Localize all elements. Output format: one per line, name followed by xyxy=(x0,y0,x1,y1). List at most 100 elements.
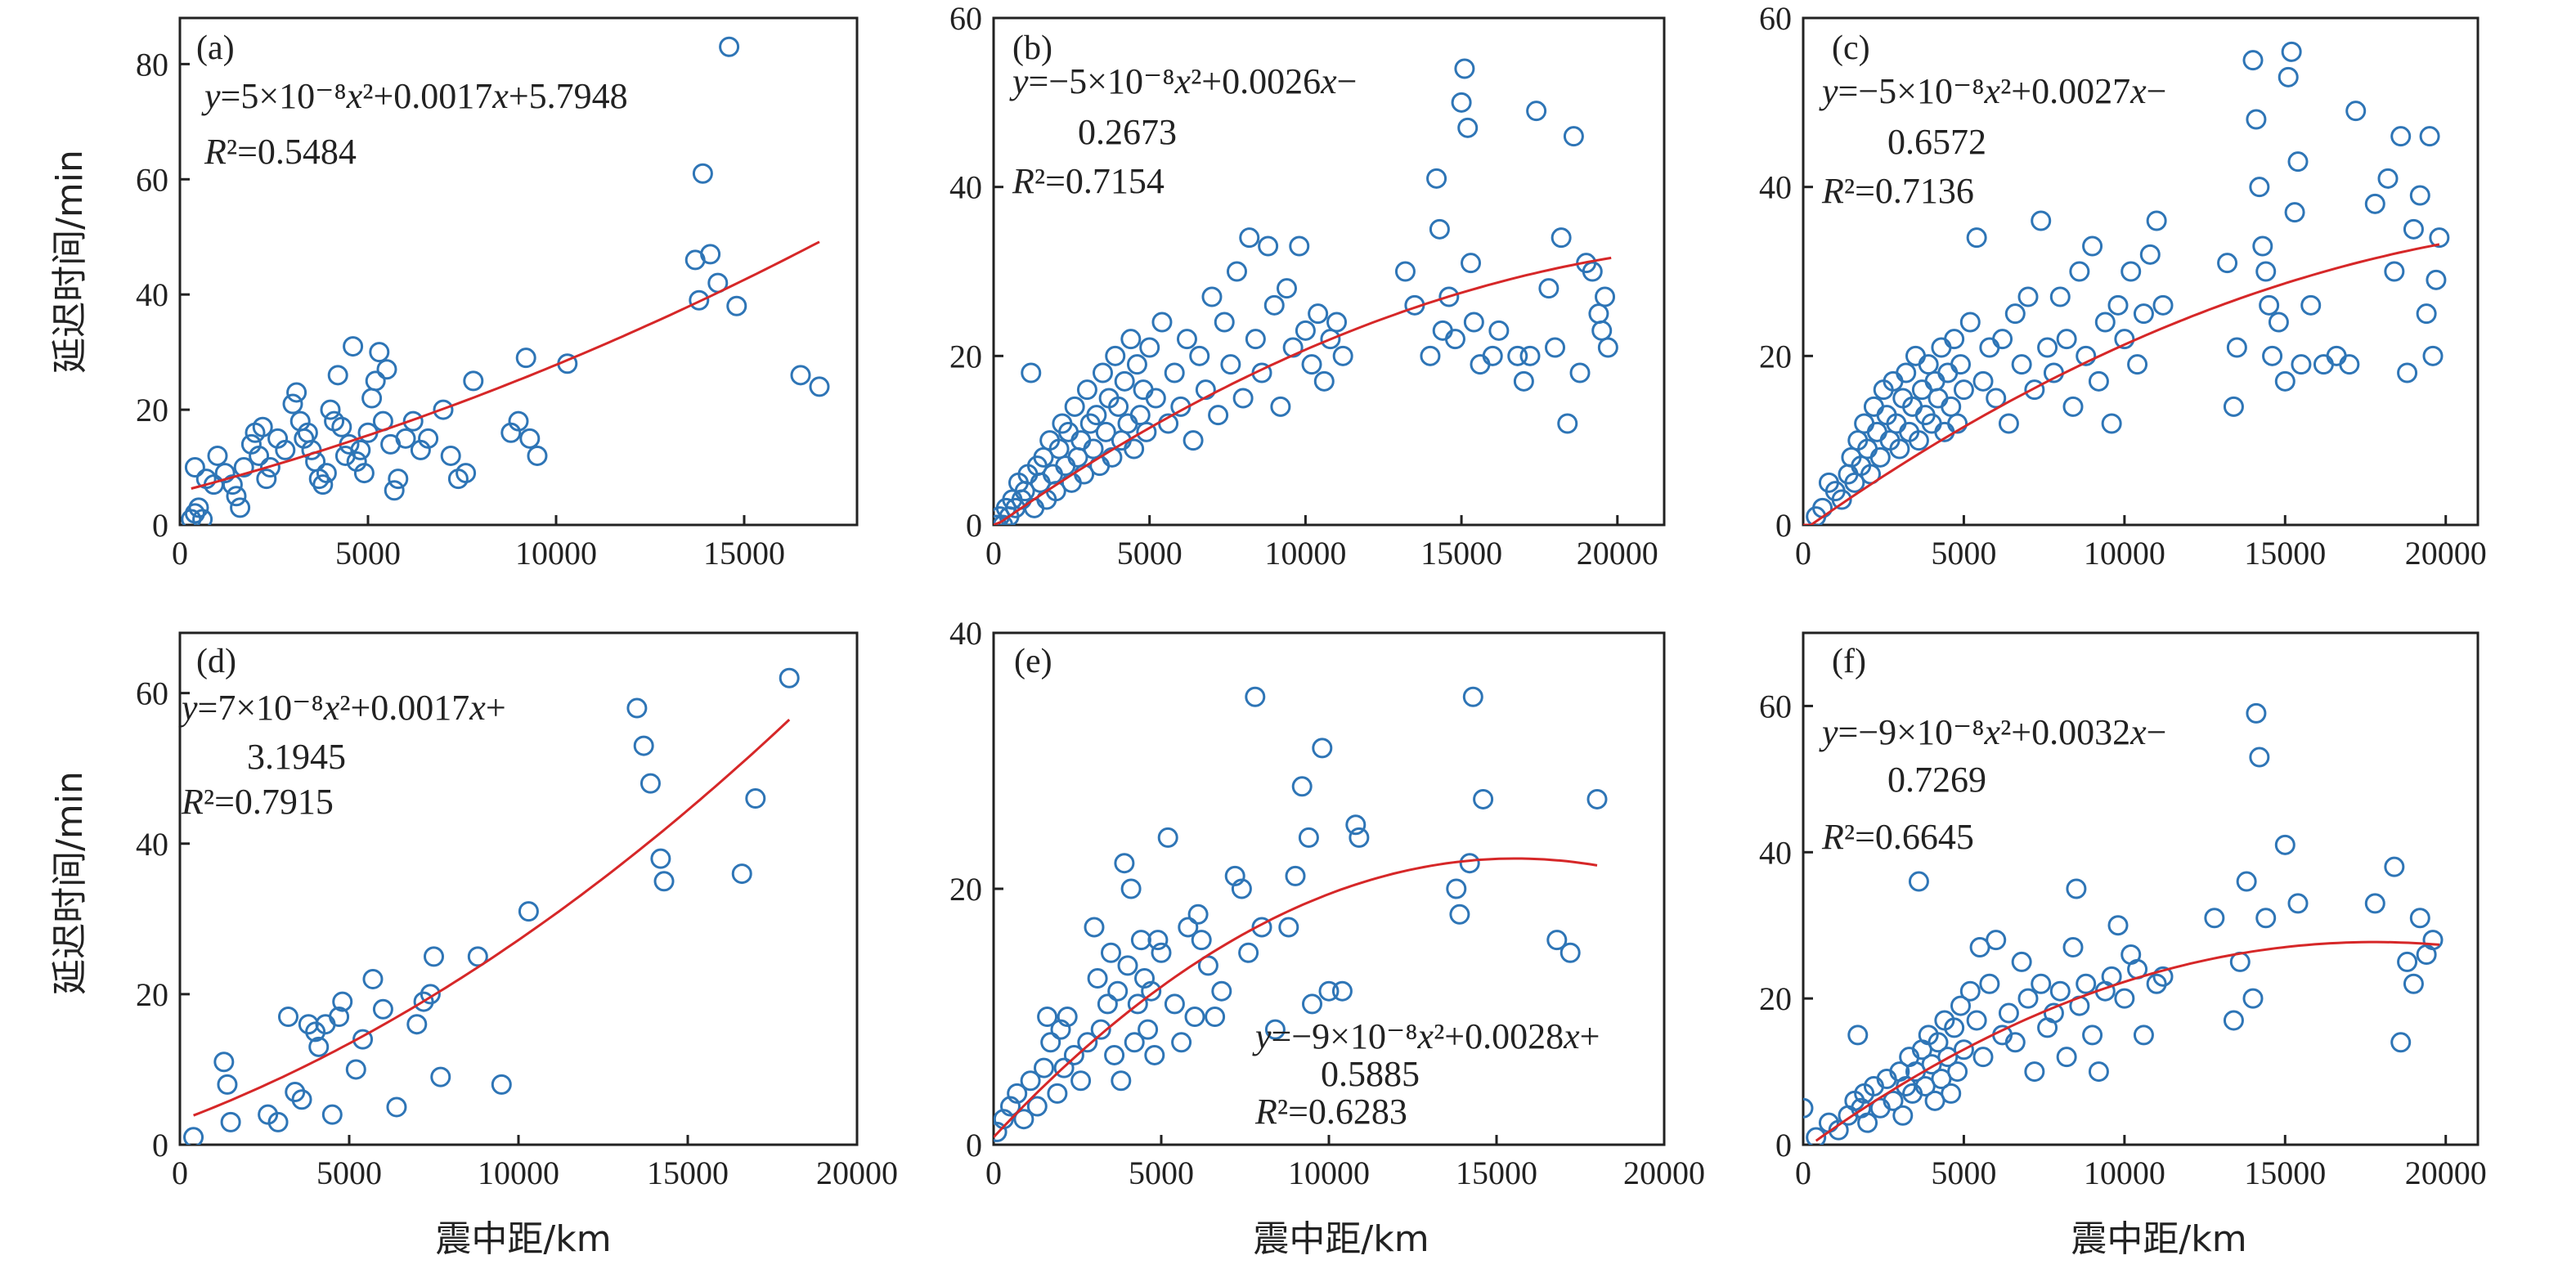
data-point xyxy=(2107,294,2129,316)
fit-curve-e xyxy=(994,857,1598,1138)
x-tick-label-d: 10000 xyxy=(478,1155,559,1191)
data-point xyxy=(1931,337,1952,358)
data-point xyxy=(343,336,364,357)
data-point xyxy=(1591,320,1613,341)
data-point xyxy=(1191,930,1212,951)
data-point xyxy=(1285,865,1306,886)
data-point xyxy=(291,1089,312,1110)
data-point xyxy=(188,497,209,518)
data-point xyxy=(1108,396,1129,417)
y-tick-label-a: 80 xyxy=(136,46,168,83)
data-point xyxy=(1345,814,1367,836)
data-point xyxy=(2017,988,2039,1009)
data-point xyxy=(1089,455,1111,477)
data-point xyxy=(267,1111,289,1132)
data-point xyxy=(1944,329,1965,350)
x-tick-label-c: 15000 xyxy=(2244,535,2326,572)
x-tick-label-c: 5000 xyxy=(1931,535,1996,572)
data-point xyxy=(1438,286,1460,307)
data-point xyxy=(2429,227,2450,249)
fit-curve-b xyxy=(994,256,1612,525)
data-point xyxy=(1083,438,1104,460)
data-point xyxy=(1053,1057,1075,1078)
data-point xyxy=(2082,1025,2103,1046)
data-point xyxy=(779,667,800,688)
data-point xyxy=(2313,354,2334,375)
scatter-points-c xyxy=(1806,41,2450,525)
y-tick-label-d: 0 xyxy=(152,1127,168,1164)
x-axis-title-d: 震中距/km xyxy=(435,1218,611,1260)
data-point xyxy=(1896,362,1917,383)
data-point xyxy=(1157,827,1178,848)
data-point xyxy=(217,1074,238,1095)
data-point xyxy=(1953,379,1974,401)
data-point xyxy=(1979,973,2000,994)
data-point xyxy=(2088,370,2109,392)
data-point xyxy=(650,848,671,869)
data-point xyxy=(1302,993,1322,1015)
panel-a: 0 5000 10000 15000 0 20 40 60 80 (a) y=5×10⁻⁸x²+0.… xyxy=(136,16,859,572)
data-point xyxy=(1105,345,1126,366)
data-point xyxy=(1857,1112,1878,1133)
x-tick-label-f: 5000 xyxy=(1931,1155,1996,1191)
data-point xyxy=(1164,362,1185,383)
data-point xyxy=(1187,904,1209,925)
data-point xyxy=(2246,109,2267,130)
data-point xyxy=(1313,370,1335,392)
fit-equation-cont-d: 3.1945 xyxy=(247,737,346,777)
data-point xyxy=(2066,878,2087,899)
data-point xyxy=(1205,1007,1226,1027)
data-point xyxy=(369,342,390,363)
data-point xyxy=(2062,937,2084,958)
data-point xyxy=(640,773,661,794)
data-point xyxy=(1127,993,1148,1015)
data-point xyxy=(1519,345,1541,366)
data-point xyxy=(1171,1032,1192,1053)
data-point xyxy=(745,788,766,809)
data-point xyxy=(1998,413,2019,434)
data-point xyxy=(2403,218,2424,240)
scatter-points-e xyxy=(994,686,1608,1142)
data-point xyxy=(1224,865,1245,886)
data-point xyxy=(1147,930,1169,951)
y-tick-label-c: 40 xyxy=(1759,169,1792,206)
data-point xyxy=(2133,1025,2154,1046)
x-tick-label-a: 0 xyxy=(172,535,188,572)
data-point xyxy=(282,393,303,415)
data-point xyxy=(2384,261,2405,282)
data-point xyxy=(1129,405,1151,426)
data-point xyxy=(305,1021,326,1043)
data-point xyxy=(1513,370,1534,392)
data-point xyxy=(222,474,243,495)
data-point xyxy=(1095,421,1116,442)
data-point xyxy=(1947,1061,1968,1083)
data-point xyxy=(1349,827,1370,848)
data-point xyxy=(384,480,405,501)
data-point xyxy=(2287,151,2309,173)
data-point xyxy=(1026,1096,1048,1117)
data-point xyxy=(1905,345,1926,366)
y-tick-label-b: 0 xyxy=(966,507,982,544)
data-point xyxy=(350,439,371,460)
data-point xyxy=(1937,362,1959,383)
data-point xyxy=(1557,413,1578,434)
data-point xyxy=(1291,776,1313,797)
r-squared-c: R²=0.7136 xyxy=(1821,171,1974,211)
fit-equation-cont-c: 0.6572 xyxy=(1887,122,1986,162)
data-point xyxy=(1061,472,1082,493)
data-point xyxy=(424,946,444,967)
data-point xyxy=(731,863,752,885)
data-point xyxy=(1854,413,1875,434)
y-axis-title-bottom: 延迟时间/min xyxy=(49,771,91,995)
data-point xyxy=(1040,1032,1061,1053)
x-tick-label-f: 15000 xyxy=(2244,1155,2326,1191)
y-tick-label-a: 60 xyxy=(136,161,168,198)
data-point xyxy=(1263,294,1285,316)
plot-frame-b xyxy=(992,16,1666,527)
data-point xyxy=(1013,1109,1034,1130)
fit-equation-b: y=−5×10⁻⁸x²+0.0026x− xyxy=(1009,61,1357,101)
data-point xyxy=(2326,345,2347,366)
x-tick-label-b: 5000 xyxy=(1117,535,1183,572)
data-point xyxy=(1998,1002,2019,1024)
data-point xyxy=(2114,988,2135,1009)
